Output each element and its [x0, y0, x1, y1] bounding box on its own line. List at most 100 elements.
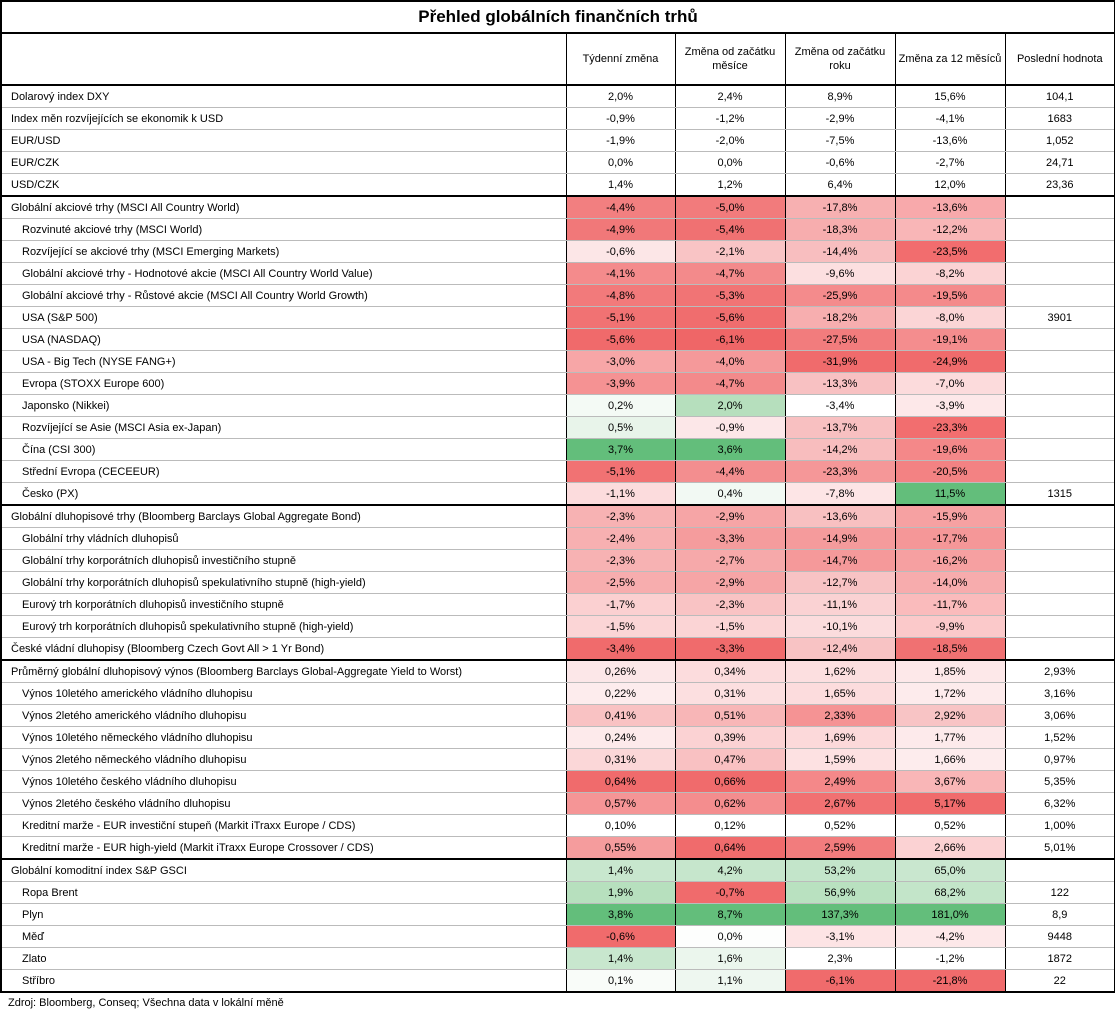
row-label: Ropa Brent [0, 881, 566, 904]
row-label: Průměrný globální dluhopisový výnos (Blo… [0, 659, 566, 683]
weekly-change-cell: 0,24% [565, 726, 675, 749]
table-row: Ropa Brent 1,9% -0,7% 56,9% 68,2% 122 [0, 881, 1115, 904]
ytd-change-cell: -27,5% [784, 328, 895, 351]
mtd-change-cell: 0,12% [674, 814, 785, 837]
weekly-change-cell: 0,1% [565, 969, 675, 993]
weekly-change-cell: 0,10% [565, 814, 675, 837]
12m-change-cell: -1,2% [894, 947, 1005, 970]
row-label: Globální komoditní index S&P GSCI [0, 858, 566, 882]
row-label: Stříbro [0, 969, 566, 993]
last-value-cell: 1,00% [1004, 814, 1115, 837]
ytd-change-cell: 2,33% [784, 704, 895, 727]
weekly-change-cell: 0,22% [565, 682, 675, 705]
header-12m: Změna za 12 měsíců [894, 32, 1005, 86]
last-value-cell: 122 [1004, 881, 1115, 904]
row-label: Globální akciové trhy (MSCI All Country … [0, 195, 566, 219]
ytd-change-cell: -12,7% [784, 571, 895, 594]
row-label: Česko (PX) [0, 482, 566, 506]
header-mtd: Změna od začátku měsíce [674, 32, 785, 86]
last-value-cell: 24,71 [1004, 151, 1115, 174]
ytd-change-cell: -7,8% [784, 482, 895, 506]
table-row: USD/CZK 1,4% 1,2% 6,4% 12,0% 23,36 [0, 173, 1115, 197]
row-label: Globální trhy vládních dluhopisů [0, 527, 566, 550]
12m-change-cell: 68,2% [894, 881, 1005, 904]
last-value-cell [1004, 527, 1115, 550]
header-row: Týdenní změna Změna od začátku měsíce Zm… [0, 32, 1115, 86]
weekly-change-cell: 1,4% [565, 173, 675, 197]
weekly-change-cell: 0,0% [565, 151, 675, 174]
mtd-change-cell: -6,1% [674, 328, 785, 351]
weekly-change-cell: -0,6% [565, 925, 675, 948]
weekly-change-cell: 3,7% [565, 438, 675, 461]
source-note: Zdroj: Bloomberg, Conseq; Všechna data v… [8, 997, 284, 1009]
last-value-cell [1004, 416, 1115, 439]
last-value-cell: 5,35% [1004, 770, 1115, 793]
mtd-change-cell: 1,6% [674, 947, 785, 970]
weekly-change-cell: -0,9% [565, 107, 675, 130]
row-label: Eurový trh korporátních dluhopisů invest… [0, 593, 566, 616]
mtd-change-cell: -2,7% [674, 549, 785, 572]
last-value-cell: 8,9 [1004, 903, 1115, 926]
weekly-change-cell: 0,41% [565, 704, 675, 727]
table-row: Globální dluhopisové trhy (Bloomberg Bar… [0, 504, 1115, 528]
mtd-change-cell: -4,7% [674, 262, 785, 285]
weekly-change-cell: 0,31% [565, 748, 675, 771]
12m-change-cell: -4,1% [894, 107, 1005, 130]
last-value-cell [1004, 858, 1115, 882]
weekly-change-cell: -4,4% [565, 195, 675, 219]
last-value-cell: 1,52% [1004, 726, 1115, 749]
weekly-change-cell: 0,2% [565, 394, 675, 417]
ytd-change-cell: -17,8% [784, 195, 895, 219]
last-value-cell [1004, 195, 1115, 219]
mtd-change-cell: -4,7% [674, 372, 785, 395]
table-row: Střední Evropa (CECEEUR) -5,1% -4,4% -23,3%… [0, 460, 1115, 483]
weekly-change-cell: -0,6% [565, 240, 675, 263]
last-value-cell: 22 [1004, 969, 1115, 993]
weekly-change-cell: 2,0% [565, 84, 675, 108]
ytd-change-cell: -3,4% [784, 394, 895, 417]
table-row: Rozvíjející se Asie (MSCI Asia ex-Japan)… [0, 416, 1115, 439]
header-weekly: Týdenní změna [565, 32, 675, 86]
weekly-change-cell: 1,4% [565, 947, 675, 970]
weekly-change-cell: -5,1% [565, 460, 675, 483]
12m-change-cell: -3,9% [894, 394, 1005, 417]
row-label: Globální akciové trhy - Růstové akcie (M… [0, 284, 566, 307]
mtd-change-cell: 2,0% [674, 394, 785, 417]
mtd-change-cell: 0,0% [674, 151, 785, 174]
ytd-change-cell: -18,2% [784, 306, 895, 329]
row-label: Evropa (STOXX Europe 600) [0, 372, 566, 395]
last-value-cell [1004, 240, 1115, 263]
ytd-change-cell: 2,59% [784, 836, 895, 860]
table-row: USA (NASDAQ) -5,6% -6,1% -27,5% -19,1% [0, 328, 1115, 351]
ytd-change-cell: -14,7% [784, 549, 895, 572]
last-value-cell [1004, 615, 1115, 638]
weekly-change-cell: -2,3% [565, 504, 675, 528]
weekly-change-cell: -1,9% [565, 129, 675, 152]
row-label: Dolarový index DXY [0, 84, 566, 108]
table-row: USA (S&P 500) -5,1% -5,6% -18,2% -8,0% 3901 [0, 306, 1115, 329]
12m-change-cell: 15,6% [894, 84, 1005, 108]
12m-change-cell: 2,92% [894, 704, 1005, 727]
last-value-cell [1004, 350, 1115, 373]
weekly-change-cell: -1,1% [565, 482, 675, 506]
ytd-change-cell: 137,3% [784, 903, 895, 926]
last-value-cell: 0,97% [1004, 748, 1115, 771]
table-row: Kreditní marže - EUR investiční stupeň (… [0, 814, 1115, 837]
weekly-change-cell: -2,5% [565, 571, 675, 594]
table-row: Dolarový index DXY 2,0% 2,4% 8,9% 15,6% 104,1 [0, 84, 1115, 108]
12m-change-cell: -14,0% [894, 571, 1005, 594]
row-label: Výnos 2letého českého vládního dluhopisu [0, 792, 566, 815]
weekly-change-cell: 0,64% [565, 770, 675, 793]
mtd-change-cell: -3,3% [674, 637, 785, 661]
table-row: České vládní dluhopisy (Bloomberg Czech … [0, 637, 1115, 661]
ytd-change-cell: -25,9% [784, 284, 895, 307]
last-value-cell: 6,32% [1004, 792, 1115, 815]
header-last-value: Poslední hodnota [1004, 32, 1115, 86]
table-row: Výnos 10letého českého vládního dluhopis… [0, 770, 1115, 793]
last-value-cell [1004, 328, 1115, 351]
ytd-change-cell: -9,6% [784, 262, 895, 285]
mtd-change-cell: -0,9% [674, 416, 785, 439]
row-label: Globální akciové trhy - Hodnotové akcie … [0, 262, 566, 285]
last-value-cell [1004, 504, 1115, 528]
